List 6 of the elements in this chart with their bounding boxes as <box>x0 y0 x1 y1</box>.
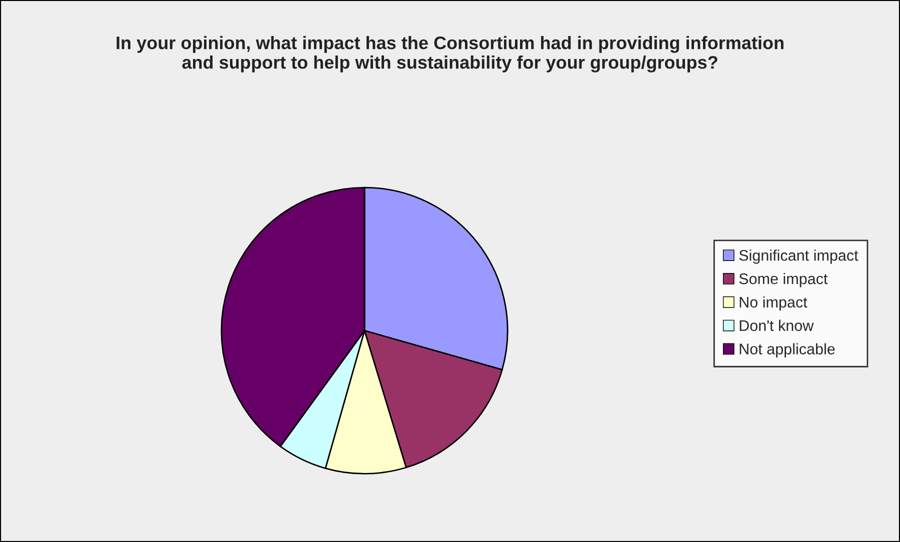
chart-title: In your opinion, what impact has the Consortium had in providing information and support to help with sustainability for your group/groups? <box>116 36 784 72</box>
legend-label: No impact <box>740 296 808 311</box>
legend-label: Not applicable <box>740 343 835 358</box>
legend-label: Some impact <box>739 272 828 288</box>
legend-label: Significant impact <box>739 250 858 264</box>
legend-label: Don't know <box>740 320 814 332</box>
